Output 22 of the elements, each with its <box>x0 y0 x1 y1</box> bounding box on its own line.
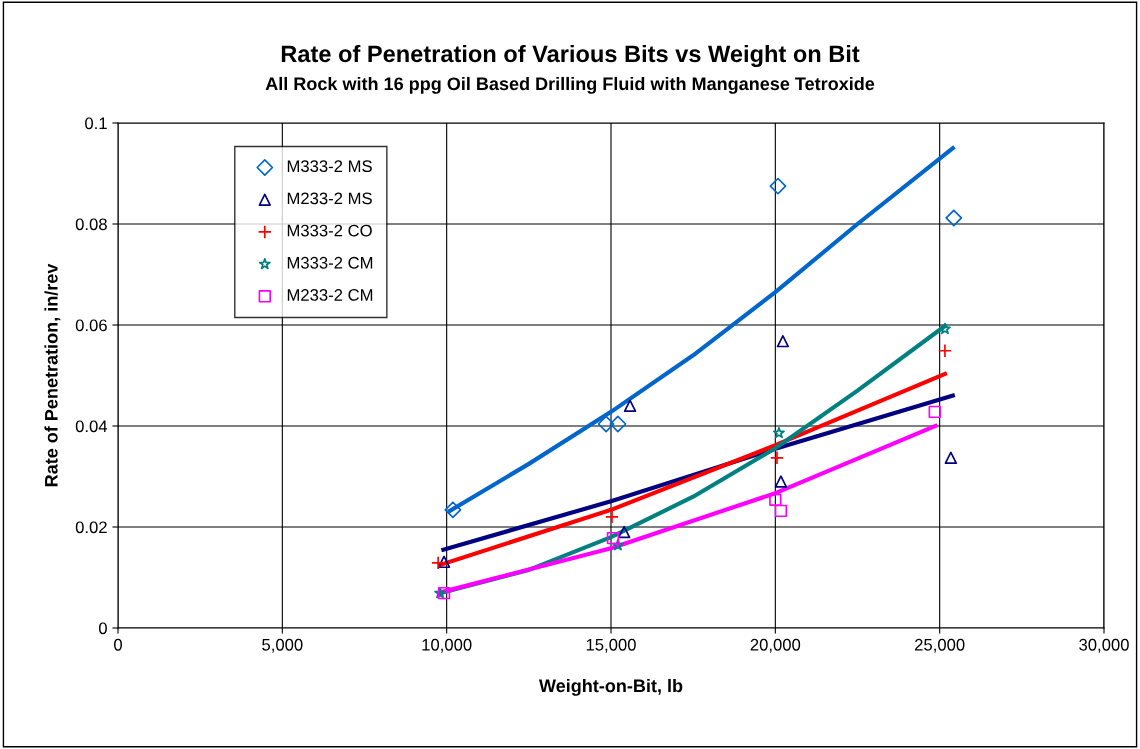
y-axis-title: Rate of Penetration, in/rev <box>44 263 61 487</box>
legend-label: M333-2 MS <box>287 160 372 173</box>
x-tick-label: 0 <box>114 638 122 651</box>
legend-label: M233-2 MS <box>287 192 372 205</box>
y-tick-label: 0.1 <box>85 117 107 130</box>
chart-title: Rate of Penetration of Various Bits vs Weight on Bit <box>281 44 860 67</box>
y-tick-label: 0.02 <box>75 521 107 534</box>
legend-label: M333-2 CO <box>287 224 372 237</box>
y-tick-label: 0.04 <box>75 420 108 433</box>
y-tick-label: 0 <box>98 622 107 635</box>
x-tick-label: 15,000 <box>586 638 636 653</box>
x-axis-title: Weight-on-Bit, lb <box>538 678 683 696</box>
y-tick-label: 0.06 <box>75 319 107 332</box>
x-tick-label: 5,000 <box>262 638 303 653</box>
x-tick-label: 20,000 <box>750 638 801 653</box>
y-tick-label: 0.08 <box>75 218 107 231</box>
x-tick-label: 30,000 <box>1079 638 1129 653</box>
legend-label: M233-2 CM <box>287 289 373 301</box>
x-tick-label: 25,000 <box>915 638 965 653</box>
x-tick-label: 10,000 <box>422 638 472 653</box>
chart-subtitle: All Rock with 16 ppg Oil Based Drilling Fluid with Manganese Tetroxide <box>265 76 875 94</box>
legend-label: M333-2 CM <box>287 256 373 269</box>
